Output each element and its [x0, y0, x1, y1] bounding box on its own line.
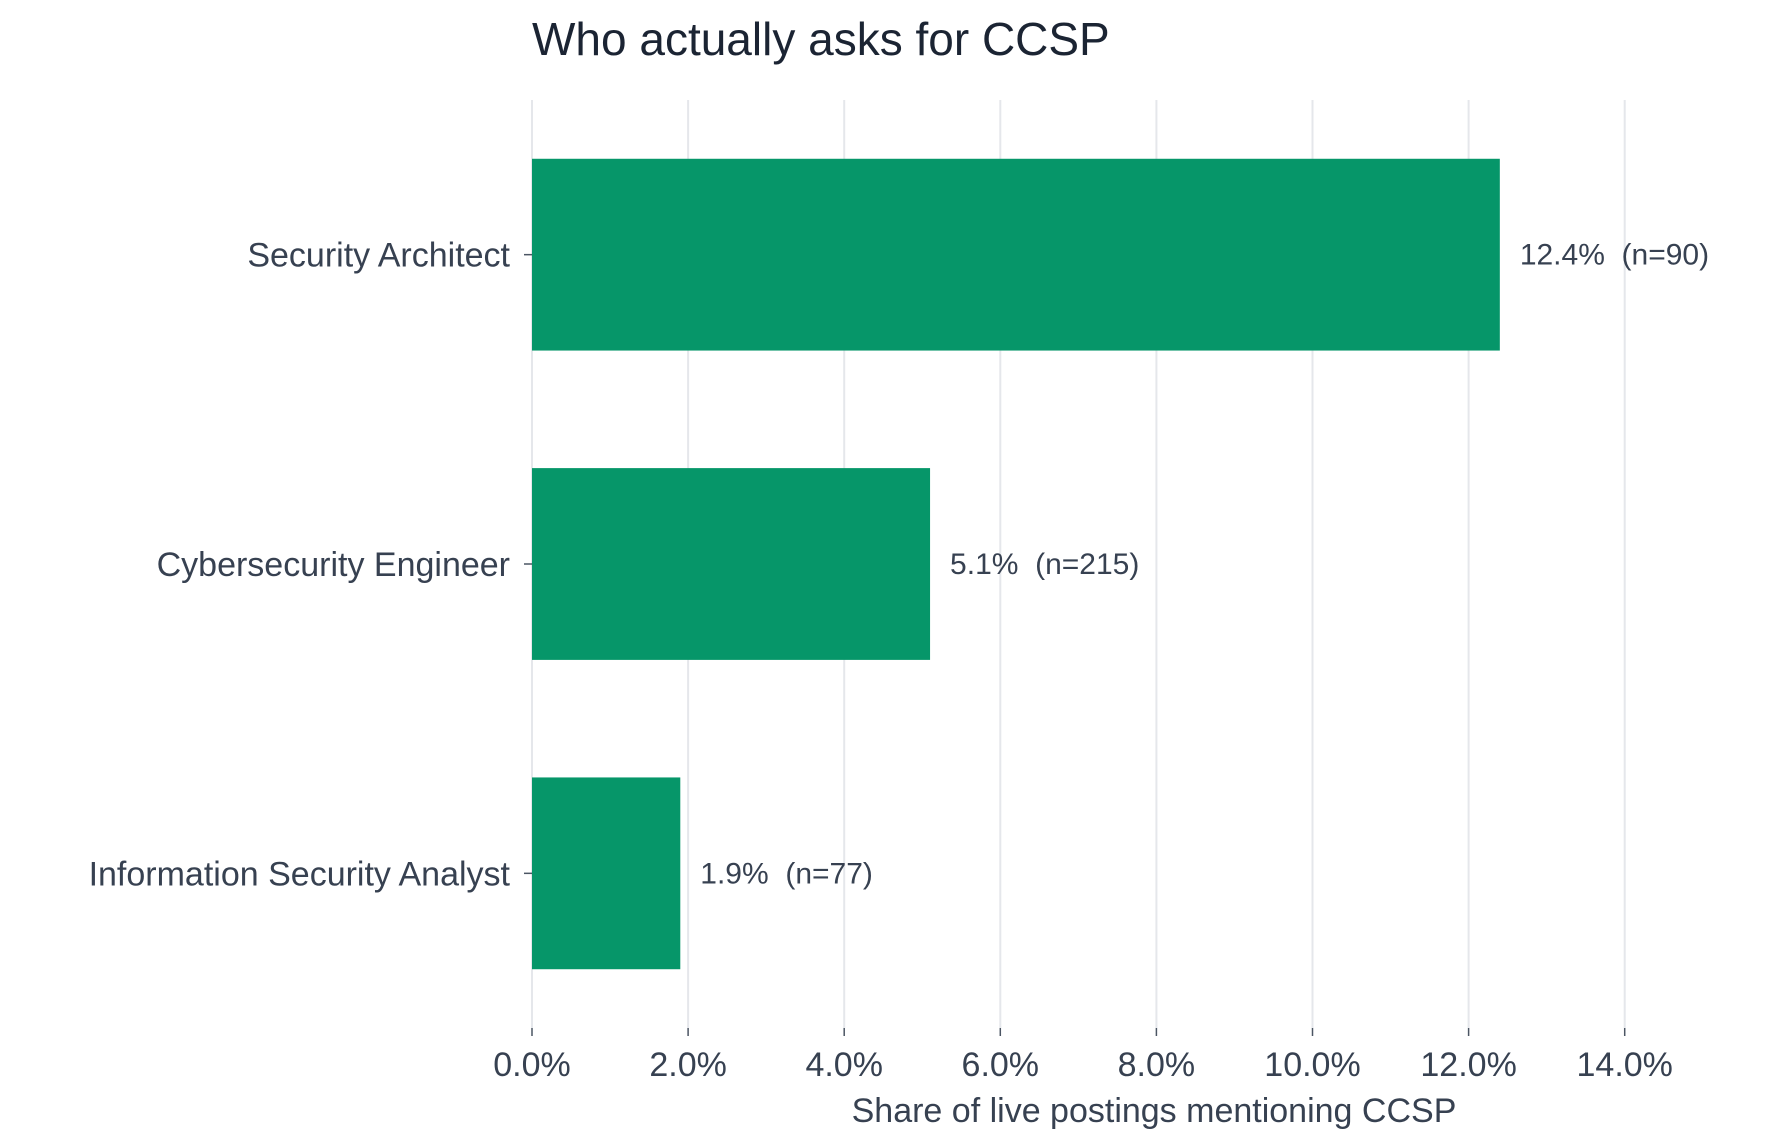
x-tick-label: 2.0%	[649, 1046, 727, 1084]
category-label: Security Architect	[247, 237, 510, 275]
x-tick-label: 8.0%	[1118, 1046, 1196, 1084]
data-label: 1.9% (n=77)	[700, 857, 873, 890]
bar	[532, 158, 1500, 351]
bar	[532, 777, 681, 970]
data-labels: 12.4% (n=90) 5.1% (n=215) 1.9% (n=77)	[700, 239, 1709, 891]
x-tick-label: 4.0%	[805, 1046, 883, 1084]
x-tick-label: 6.0%	[962, 1046, 1040, 1084]
data-label: 5.1% (n=215)	[950, 548, 1139, 581]
chart-title: Who actually asks for CCSP	[532, 13, 1110, 65]
x-axis-label: Share of live postings mentioning CCSP	[852, 1092, 1457, 1130]
x-tick-label: 14.0%	[1577, 1046, 1673, 1084]
bar	[532, 468, 931, 660]
bars	[532, 158, 1500, 970]
x-tick-label: 0.0%	[493, 1046, 571, 1084]
x-tick-label: 10.0%	[1264, 1046, 1360, 1084]
category-label: Information Security Analyst	[89, 855, 511, 893]
x-tick-label: 12.0%	[1420, 1046, 1516, 1084]
x-axis-ticks: 0.0% 2.0% 4.0% 6.0% 8.0% 10.0% 12.0% 14.0%	[493, 1028, 1673, 1084]
category-label: Cybersecurity Engineer	[157, 546, 510, 584]
category-labels: Security Architect Cybersecurity Engineer…	[89, 237, 532, 893]
data-label: 12.4% (n=90)	[1520, 239, 1709, 272]
